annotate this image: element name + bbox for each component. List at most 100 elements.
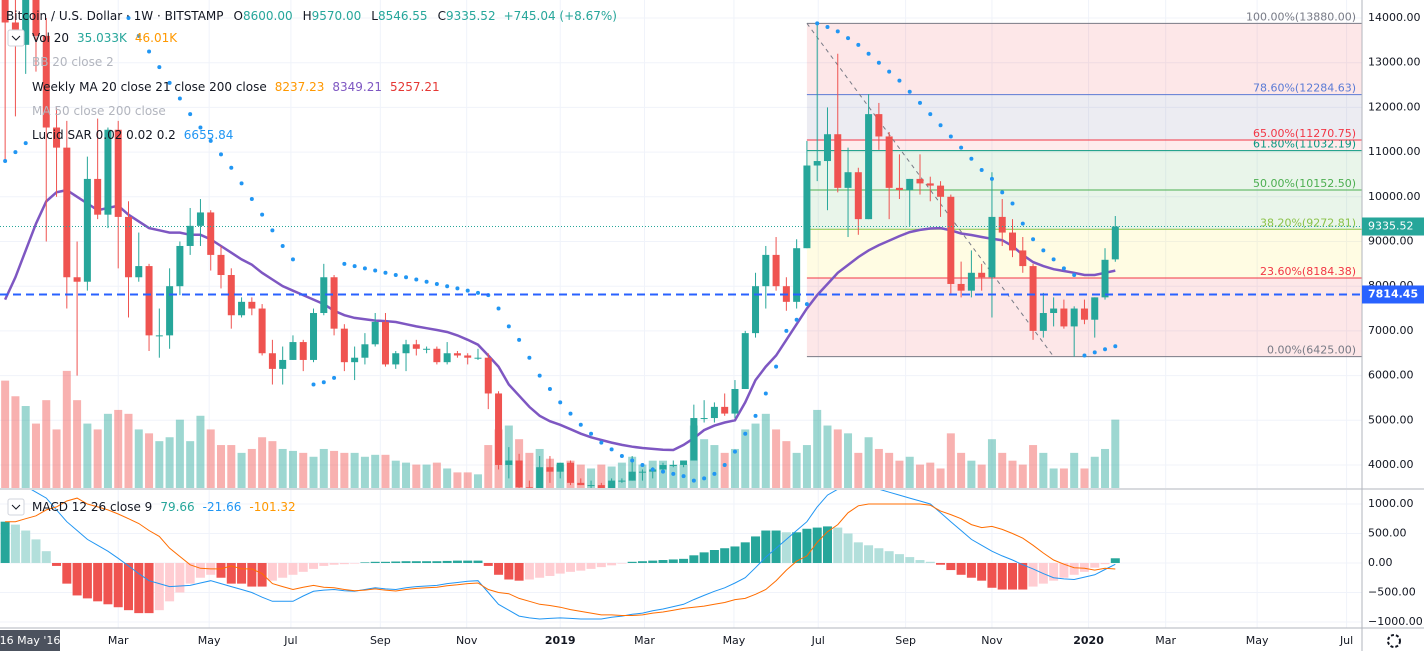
macd-histogram-bar [93,562,103,602]
candle-body [196,212,204,226]
volume-bar [967,460,976,488]
sar-dot [732,449,737,454]
price-change: +745.04 (+8.67%) [504,9,617,23]
volume-bar [874,448,883,488]
candle-body [217,254,225,276]
candle-body [638,471,646,473]
collapse-button[interactable] [7,29,25,47]
candle-body [1009,232,1017,251]
candle-body [176,245,184,287]
volume-bar [905,456,914,488]
volume-bar [1008,460,1017,488]
candle-body [402,344,410,354]
volume-bar [597,464,606,488]
macd-histogram-bar [751,536,761,563]
candle-body [536,467,544,488]
ohlc-value: 8546.55 [378,9,428,23]
volume-bar [412,464,421,488]
volume-bar [299,452,308,488]
macd-histogram-bar [226,562,236,584]
macd-histogram-bar [319,562,329,566]
sar-dot [1103,347,1108,352]
candle-body [813,161,821,166]
sar-dot [527,355,532,360]
candle-body [998,216,1006,233]
candle-body [608,480,616,488]
macd-histogram-bar [123,562,133,611]
indicator-name: MA 50 close 200 close [32,104,166,118]
signal-line [5,497,1116,616]
volume-bar [124,413,133,488]
macd-histogram-bar [720,548,730,563]
candle-body [895,187,903,191]
volume-bar [782,441,791,488]
chart-header: Bitcoin / U.S. Dollar · 1W · BITSTAMP O86… [6,9,617,23]
candle-body [988,216,996,278]
x-tick-label: May [1246,634,1269,647]
macd-histogram-bar [309,562,319,569]
candle-body [844,172,852,188]
volume-bar [823,425,832,488]
candle-body [597,485,605,488]
volume-bar [720,452,729,488]
indicator-name: Lucid SAR 0.02 0.02 0.2 [32,128,176,142]
sar-dot [1092,350,1097,355]
sar-dot [517,337,522,342]
macd-histogram-bar [843,533,853,563]
cursor-label-box [0,630,60,651]
volume-bar [1101,448,1110,488]
y-tick-label: 5000.00 [1368,413,1414,426]
volume-bar [1090,456,1099,488]
ohlc-label: L [371,9,378,23]
macd-histogram-bar [52,562,62,566]
x-tick-label: Nov [981,634,1003,647]
macd-histogram-bar [1028,562,1038,587]
volume-bar [915,464,924,488]
volume-bar [1111,419,1120,488]
y-tick-label: 13000.00 [1368,56,1421,69]
sar-dot [661,469,666,474]
y-tick-label: 9000.00 [1368,234,1414,247]
candle-body [166,286,174,336]
macd-histogram-bar [432,561,442,563]
y-tick-label: −500.00 [1368,585,1416,598]
macd-histogram-bar [905,557,915,563]
sar-dot [455,286,460,291]
candle-body [669,464,677,466]
volume-bar [1018,464,1027,488]
macd-histogram-bar [946,562,956,571]
candle-body [916,178,924,184]
macd-histogram-bar [463,560,473,563]
sar-dot [352,264,357,269]
candle-body [515,460,523,488]
candle-body [320,277,328,314]
candle-body [155,335,163,337]
volume-bar [772,429,781,488]
sar-dot [1041,248,1046,253]
settings-button[interactable] [1387,634,1401,648]
volume-bar [1070,452,1079,488]
sar-dot [599,440,604,445]
sar-dot [804,302,809,307]
volume-bar [432,462,441,488]
macd-histogram-bar [278,562,288,578]
sar-dot [249,197,254,202]
macd-histogram-bar [1100,562,1110,565]
ohlc-value: 8600.00 [243,9,293,23]
sar-dot [609,447,614,452]
macd-histogram-bar [1049,562,1059,581]
volume-bar [258,437,267,488]
sar-dot [558,400,563,405]
collapse-button[interactable] [7,498,25,516]
sar-dot [537,373,542,378]
y-tick-label: 6000.00 [1368,369,1414,382]
macd-histogram-bar [709,550,719,563]
volume-bar [206,429,215,488]
volume-bar [196,415,205,488]
indicator-legend: Weekly MA 20 close 21 close 200 close 823… [32,80,440,94]
sar-dot [825,24,830,29]
candle-body [474,357,482,359]
candle-body [135,266,143,278]
macd-histogram-bar [31,539,41,563]
sar-dot [239,181,244,186]
